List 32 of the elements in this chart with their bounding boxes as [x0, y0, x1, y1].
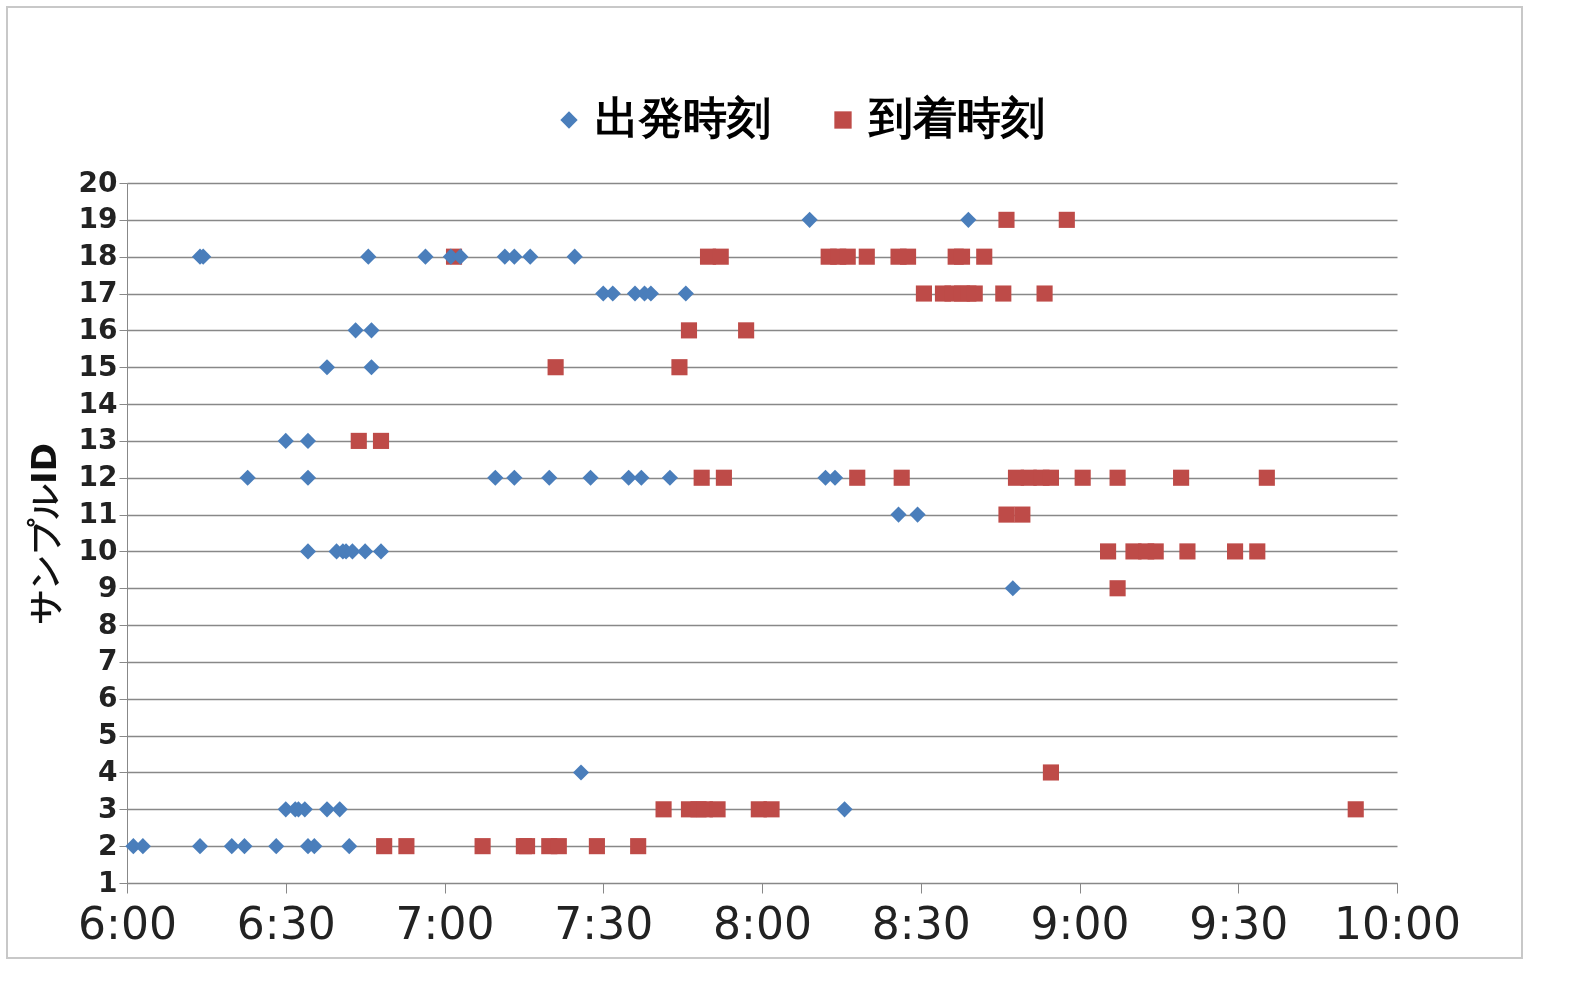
y-tick-label: 15	[78, 349, 118, 383]
y-tick-label: 17	[78, 276, 118, 310]
x-tick-label: 6:00	[78, 897, 177, 949]
y-tick-label: 12	[78, 460, 118, 494]
x-tick-label: 8:30	[871, 897, 971, 949]
x-tick-label: 7:00	[395, 897, 495, 949]
x-tick-label: 9:30	[1189, 897, 1289, 949]
y-tick-label: 18	[78, 239, 118, 273]
y-tick-label: 8	[98, 607, 118, 641]
y-tick-label: 5	[98, 718, 118, 752]
y-tick-label: 19	[78, 202, 118, 236]
x-tick-label: 10:00	[1334, 897, 1461, 949]
y-tick-label: 7	[98, 644, 118, 678]
y-tick-label: 13	[78, 423, 118, 457]
legend-label: 出発時刻	[595, 92, 771, 143]
x-tick-label: 8:00	[713, 897, 812, 949]
y-tick-label: 9	[98, 570, 118, 604]
legend-label: 到着時刻	[868, 92, 1045, 143]
y-tick-label: 6	[98, 681, 118, 715]
x-tick-label: 7:30	[554, 897, 654, 949]
y-tick-label: 1	[98, 865, 118, 899]
y-axis-title: サンプルID	[23, 443, 64, 624]
x-tick-label: 9:00	[1030, 897, 1130, 949]
y-tick-label: 20	[78, 165, 118, 199]
y-tick-label: 3	[98, 791, 118, 825]
y-tick-label: 16	[78, 312, 118, 346]
x-tick-label: 6:30	[236, 897, 336, 949]
y-tick-label: 2	[98, 828, 118, 862]
y-tick-label: 14	[78, 386, 118, 420]
y-tick-label: 11	[78, 497, 118, 531]
y-tick-label: 10	[78, 533, 118, 567]
y-tick-label: 4	[98, 754, 118, 788]
